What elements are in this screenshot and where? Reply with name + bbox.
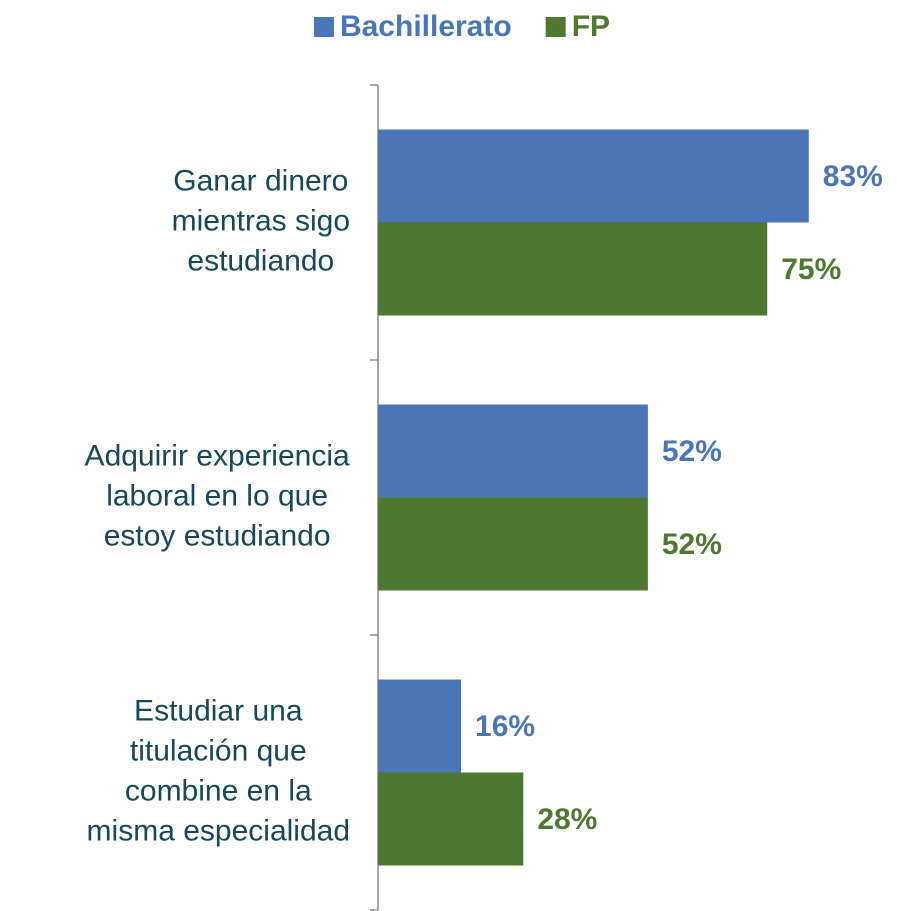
- y-tick-label-line: Ganar dinero: [173, 164, 348, 197]
- y-tick-label-line: Estudiar una: [134, 694, 303, 727]
- legend-swatch: [545, 17, 566, 37]
- y-tick-label-line: estudiando: [187, 244, 334, 277]
- y-tick-label: Estudiar una titulación que combine en la m…: [87, 694, 350, 847]
- data-label: 28%: [537, 803, 597, 836]
- y-tick-label: Ganar dinero mientras sigo estudiando: [172, 164, 350, 277]
- bar: [378, 404, 648, 498]
- y-tick-label-line: mientras sigo: [172, 204, 350, 237]
- y-tick-label-line: titulación que: [130, 734, 307, 767]
- data-label: 16%: [475, 710, 535, 743]
- y-tick-label-line: estoy estudiando: [104, 519, 331, 552]
- y-tick-label-line: misma especialidad: [87, 814, 350, 847]
- y-tick-label-line: laboral en lo que: [106, 479, 328, 512]
- legend: Bachillerato FP: [313, 10, 610, 43]
- bar: [378, 679, 462, 773]
- data-label: 75%: [781, 253, 841, 286]
- y-tick-label: Adquirir experiencia laboral en lo que est…: [85, 439, 350, 552]
- data-label: 52%: [662, 435, 722, 468]
- y-tick-label-line: combine en la: [125, 774, 312, 807]
- bar: [378, 222, 768, 316]
- legend-swatch: [313, 17, 334, 37]
- bar: [378, 772, 524, 866]
- legend-label: FP: [572, 10, 610, 43]
- bar: [378, 129, 809, 223]
- data-label: 52%: [662, 528, 722, 561]
- bar: [378, 497, 648, 591]
- y-tick-label-line: Adquirir experiencia: [85, 439, 350, 472]
- legend-label: Bachillerato: [340, 10, 512, 43]
- data-label: 83%: [823, 160, 883, 193]
